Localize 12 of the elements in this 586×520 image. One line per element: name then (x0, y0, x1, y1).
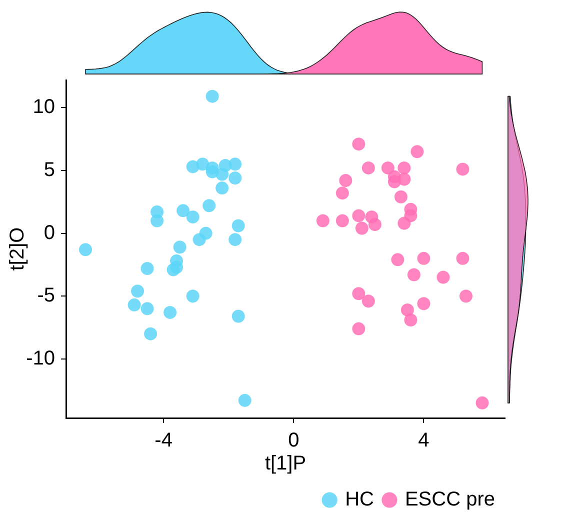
legend-label: ESCC pre (404, 488, 495, 511)
x-tick-label: 0 (288, 430, 300, 452)
x-tick-label: 4 (418, 430, 430, 452)
y-tick-label: 5 (44, 158, 55, 181)
y-axis-title: t[2]O (6, 227, 29, 271)
x-tick-label: -4 (154, 430, 172, 452)
legend-label: HC (345, 488, 374, 511)
y-tick-label: 0 (44, 222, 55, 244)
y-tick-label: 10 (32, 96, 55, 118)
y-tick-label: -5 (37, 284, 55, 307)
x-axis-title: t[1]P (264, 452, 306, 475)
y-tick-label: -10 (26, 347, 55, 370)
